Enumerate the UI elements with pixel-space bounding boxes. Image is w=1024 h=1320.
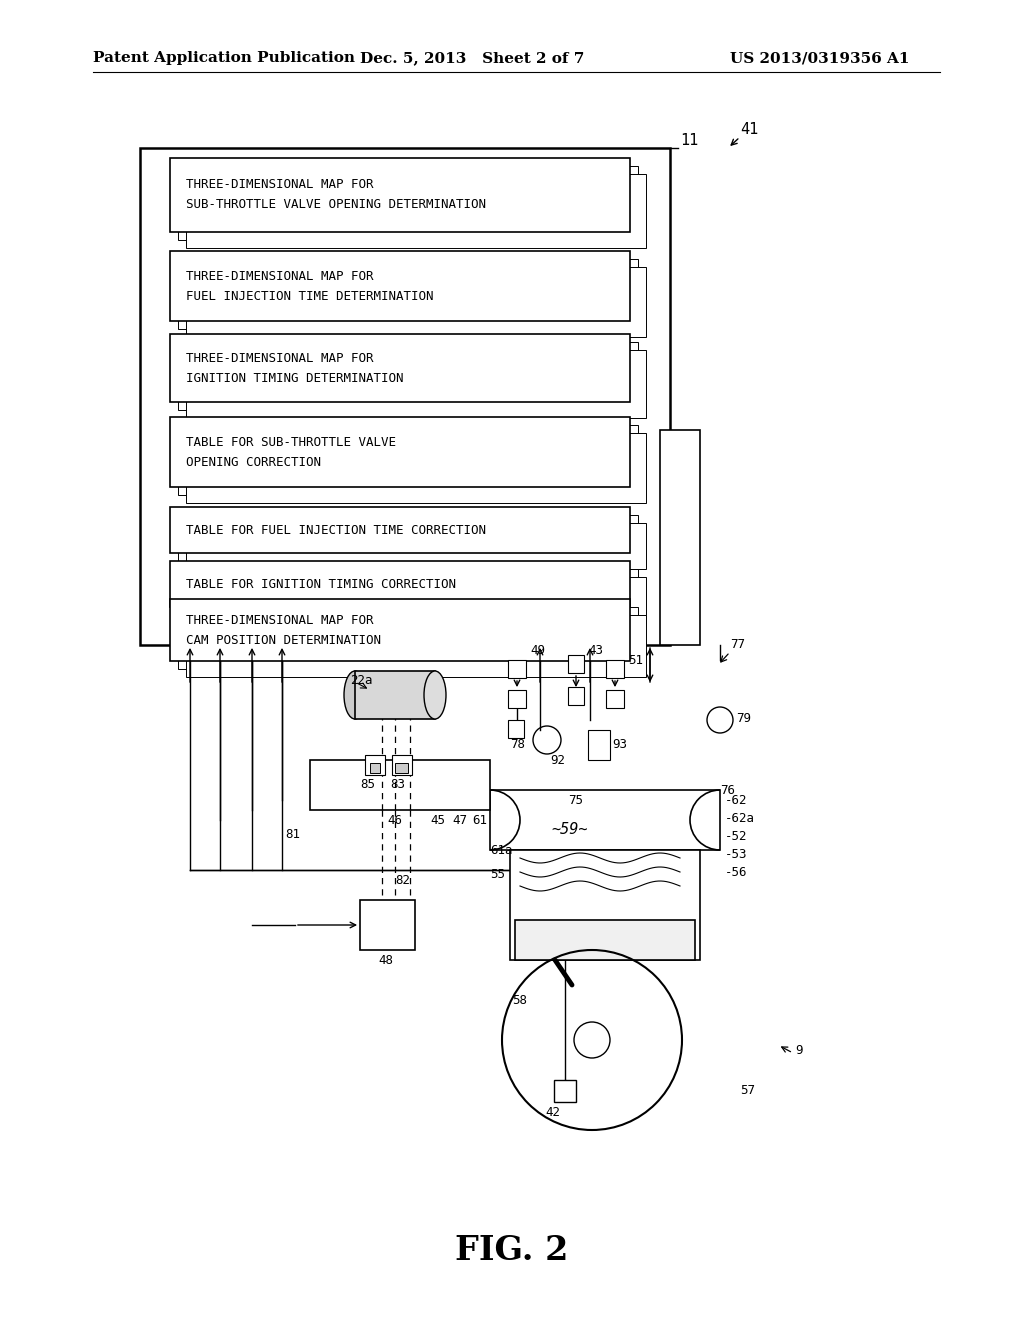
Bar xyxy=(178,569,638,615)
Bar xyxy=(178,425,638,495)
Bar xyxy=(186,615,646,677)
Bar xyxy=(365,755,385,775)
Bar xyxy=(178,515,638,561)
Text: 77: 77 xyxy=(730,639,745,652)
Bar xyxy=(660,430,700,645)
Text: 22a: 22a xyxy=(350,673,373,686)
Bar xyxy=(178,607,638,669)
Text: 79: 79 xyxy=(736,711,751,725)
Ellipse shape xyxy=(424,671,446,719)
Bar xyxy=(370,763,380,774)
Text: -53: -53 xyxy=(725,847,748,861)
Text: 46: 46 xyxy=(387,813,402,826)
Bar xyxy=(606,690,624,708)
Bar xyxy=(170,599,630,661)
Bar xyxy=(310,760,490,810)
Text: FIG. 2: FIG. 2 xyxy=(456,1233,568,1266)
Bar xyxy=(510,850,700,960)
Bar xyxy=(508,719,524,738)
Bar xyxy=(515,920,695,960)
Bar xyxy=(568,655,584,673)
Text: 45: 45 xyxy=(430,813,445,826)
Text: 57: 57 xyxy=(740,1084,755,1097)
Bar xyxy=(355,671,435,719)
Bar xyxy=(508,690,526,708)
Text: 83: 83 xyxy=(390,779,406,792)
Text: CAM POSITION DETERMINATION: CAM POSITION DETERMINATION xyxy=(186,634,381,647)
Bar xyxy=(170,158,630,232)
Text: ~59~: ~59~ xyxy=(552,822,588,837)
Text: 42: 42 xyxy=(545,1106,560,1118)
Bar xyxy=(186,523,646,569)
Bar xyxy=(186,577,646,623)
Ellipse shape xyxy=(344,671,366,719)
Text: 51: 51 xyxy=(628,653,643,667)
Text: 47: 47 xyxy=(452,813,467,826)
Text: TABLE FOR FUEL INJECTION TIME CORRECTION: TABLE FOR FUEL INJECTION TIME CORRECTION xyxy=(186,524,486,536)
Text: TABLE FOR SUB-THROTTLE VALVE: TABLE FOR SUB-THROTTLE VALVE xyxy=(186,436,396,449)
Bar xyxy=(170,561,630,607)
Bar xyxy=(178,166,638,240)
Text: 78: 78 xyxy=(510,738,525,751)
Bar xyxy=(178,259,638,329)
Text: -62: -62 xyxy=(725,793,748,807)
Bar xyxy=(140,148,670,645)
Text: 75: 75 xyxy=(568,793,583,807)
Text: 58: 58 xyxy=(512,994,527,1006)
Text: IGNITION TIMING DETERMINATION: IGNITION TIMING DETERMINATION xyxy=(186,371,403,384)
Text: 81: 81 xyxy=(285,829,300,842)
Text: 76: 76 xyxy=(720,784,735,796)
Text: Patent Application Publication: Patent Application Publication xyxy=(93,51,355,65)
Text: Dec. 5, 2013   Sheet 2 of 7: Dec. 5, 2013 Sheet 2 of 7 xyxy=(360,51,585,65)
Text: 61a: 61a xyxy=(490,843,512,857)
Text: 48: 48 xyxy=(378,953,393,966)
Bar xyxy=(360,900,415,950)
Bar xyxy=(490,789,720,850)
Bar xyxy=(170,251,630,321)
Text: OPENING CORRECTION: OPENING CORRECTION xyxy=(186,455,321,469)
Text: 9: 9 xyxy=(795,1044,803,1056)
Text: -62a: -62a xyxy=(725,812,755,825)
Bar xyxy=(170,507,630,553)
Text: 82: 82 xyxy=(395,874,410,887)
Text: THREE-DIMENSIONAL MAP FOR: THREE-DIMENSIONAL MAP FOR xyxy=(186,614,374,627)
Text: THREE-DIMENSIONAL MAP FOR: THREE-DIMENSIONAL MAP FOR xyxy=(186,269,374,282)
Bar xyxy=(568,686,584,705)
Text: 85: 85 xyxy=(360,779,375,792)
Bar xyxy=(170,417,630,487)
Bar xyxy=(186,174,646,248)
Bar xyxy=(186,267,646,337)
Text: 11: 11 xyxy=(680,133,698,148)
Text: -52: -52 xyxy=(725,829,748,842)
Text: 61: 61 xyxy=(472,813,487,826)
Text: 55: 55 xyxy=(490,869,505,882)
Bar xyxy=(392,755,412,775)
Bar xyxy=(170,334,630,403)
Text: SUB-THROTTLE VALVE OPENING DETERMINATION: SUB-THROTTLE VALVE OPENING DETERMINATION xyxy=(186,198,486,211)
Text: 49: 49 xyxy=(530,644,545,656)
Text: 93: 93 xyxy=(612,738,627,751)
Text: 43: 43 xyxy=(588,644,603,656)
Bar xyxy=(186,350,646,418)
Text: THREE-DIMENSIONAL MAP FOR: THREE-DIMENSIONAL MAP FOR xyxy=(186,178,374,191)
Text: 92: 92 xyxy=(550,754,565,767)
Text: FUEL INJECTION TIME DETERMINATION: FUEL INJECTION TIME DETERMINATION xyxy=(186,289,433,302)
Bar xyxy=(588,730,610,760)
Bar xyxy=(178,342,638,411)
Bar xyxy=(395,763,408,774)
Text: -56: -56 xyxy=(725,866,748,879)
Text: 41: 41 xyxy=(740,123,758,137)
Text: US 2013/0319356 A1: US 2013/0319356 A1 xyxy=(730,51,909,65)
Bar xyxy=(554,1080,575,1102)
Text: THREE-DIMENSIONAL MAP FOR: THREE-DIMENSIONAL MAP FOR xyxy=(186,351,374,364)
Bar xyxy=(606,660,624,678)
Bar xyxy=(508,660,526,678)
Bar xyxy=(186,433,646,503)
Text: TABLE FOR IGNITION TIMING CORRECTION: TABLE FOR IGNITION TIMING CORRECTION xyxy=(186,578,456,590)
